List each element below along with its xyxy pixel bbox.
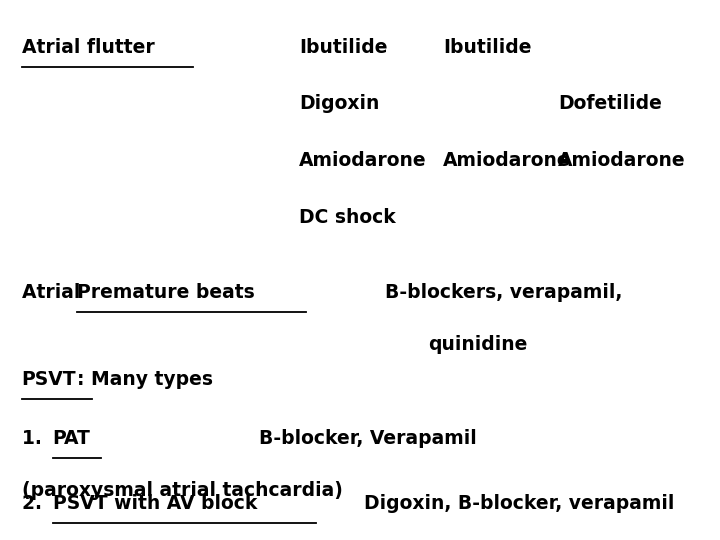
Text: Digoxin: Digoxin <box>299 94 379 113</box>
Text: Ibutilide: Ibutilide <box>299 38 387 57</box>
Text: PSVT: PSVT <box>22 370 76 389</box>
Text: Amiodarone: Amiodarone <box>443 151 570 170</box>
Text: : Many types: : Many types <box>77 370 213 389</box>
Text: DC shock: DC shock <box>299 208 395 227</box>
Text: quinidine: quinidine <box>428 335 528 354</box>
Text: PSVT with AV block: PSVT with AV block <box>53 494 257 513</box>
Text: PAT: PAT <box>53 429 91 448</box>
Text: B-blocker, Verapamil: B-blocker, Verapamil <box>259 429 477 448</box>
Text: Amiodarone: Amiodarone <box>299 151 426 170</box>
Text: B-blockers, verapamil,: B-blockers, verapamil, <box>385 284 623 302</box>
Text: Digoxin, B-blocker, verapamil: Digoxin, B-blocker, verapamil <box>364 494 674 513</box>
Text: Dofetilide: Dofetilide <box>558 94 662 113</box>
Text: (paroxysmal atrial tachcardia): (paroxysmal atrial tachcardia) <box>22 481 343 500</box>
Text: Premature beats: Premature beats <box>77 284 255 302</box>
Text: 2.: 2. <box>22 494 48 513</box>
Text: 1.: 1. <box>22 429 48 448</box>
Text: Amiodarone: Amiodarone <box>558 151 685 170</box>
Text: Atrial flutter: Atrial flutter <box>22 38 154 57</box>
Text: Atrial: Atrial <box>22 284 86 302</box>
Text: Ibutilide: Ibutilide <box>443 38 531 57</box>
